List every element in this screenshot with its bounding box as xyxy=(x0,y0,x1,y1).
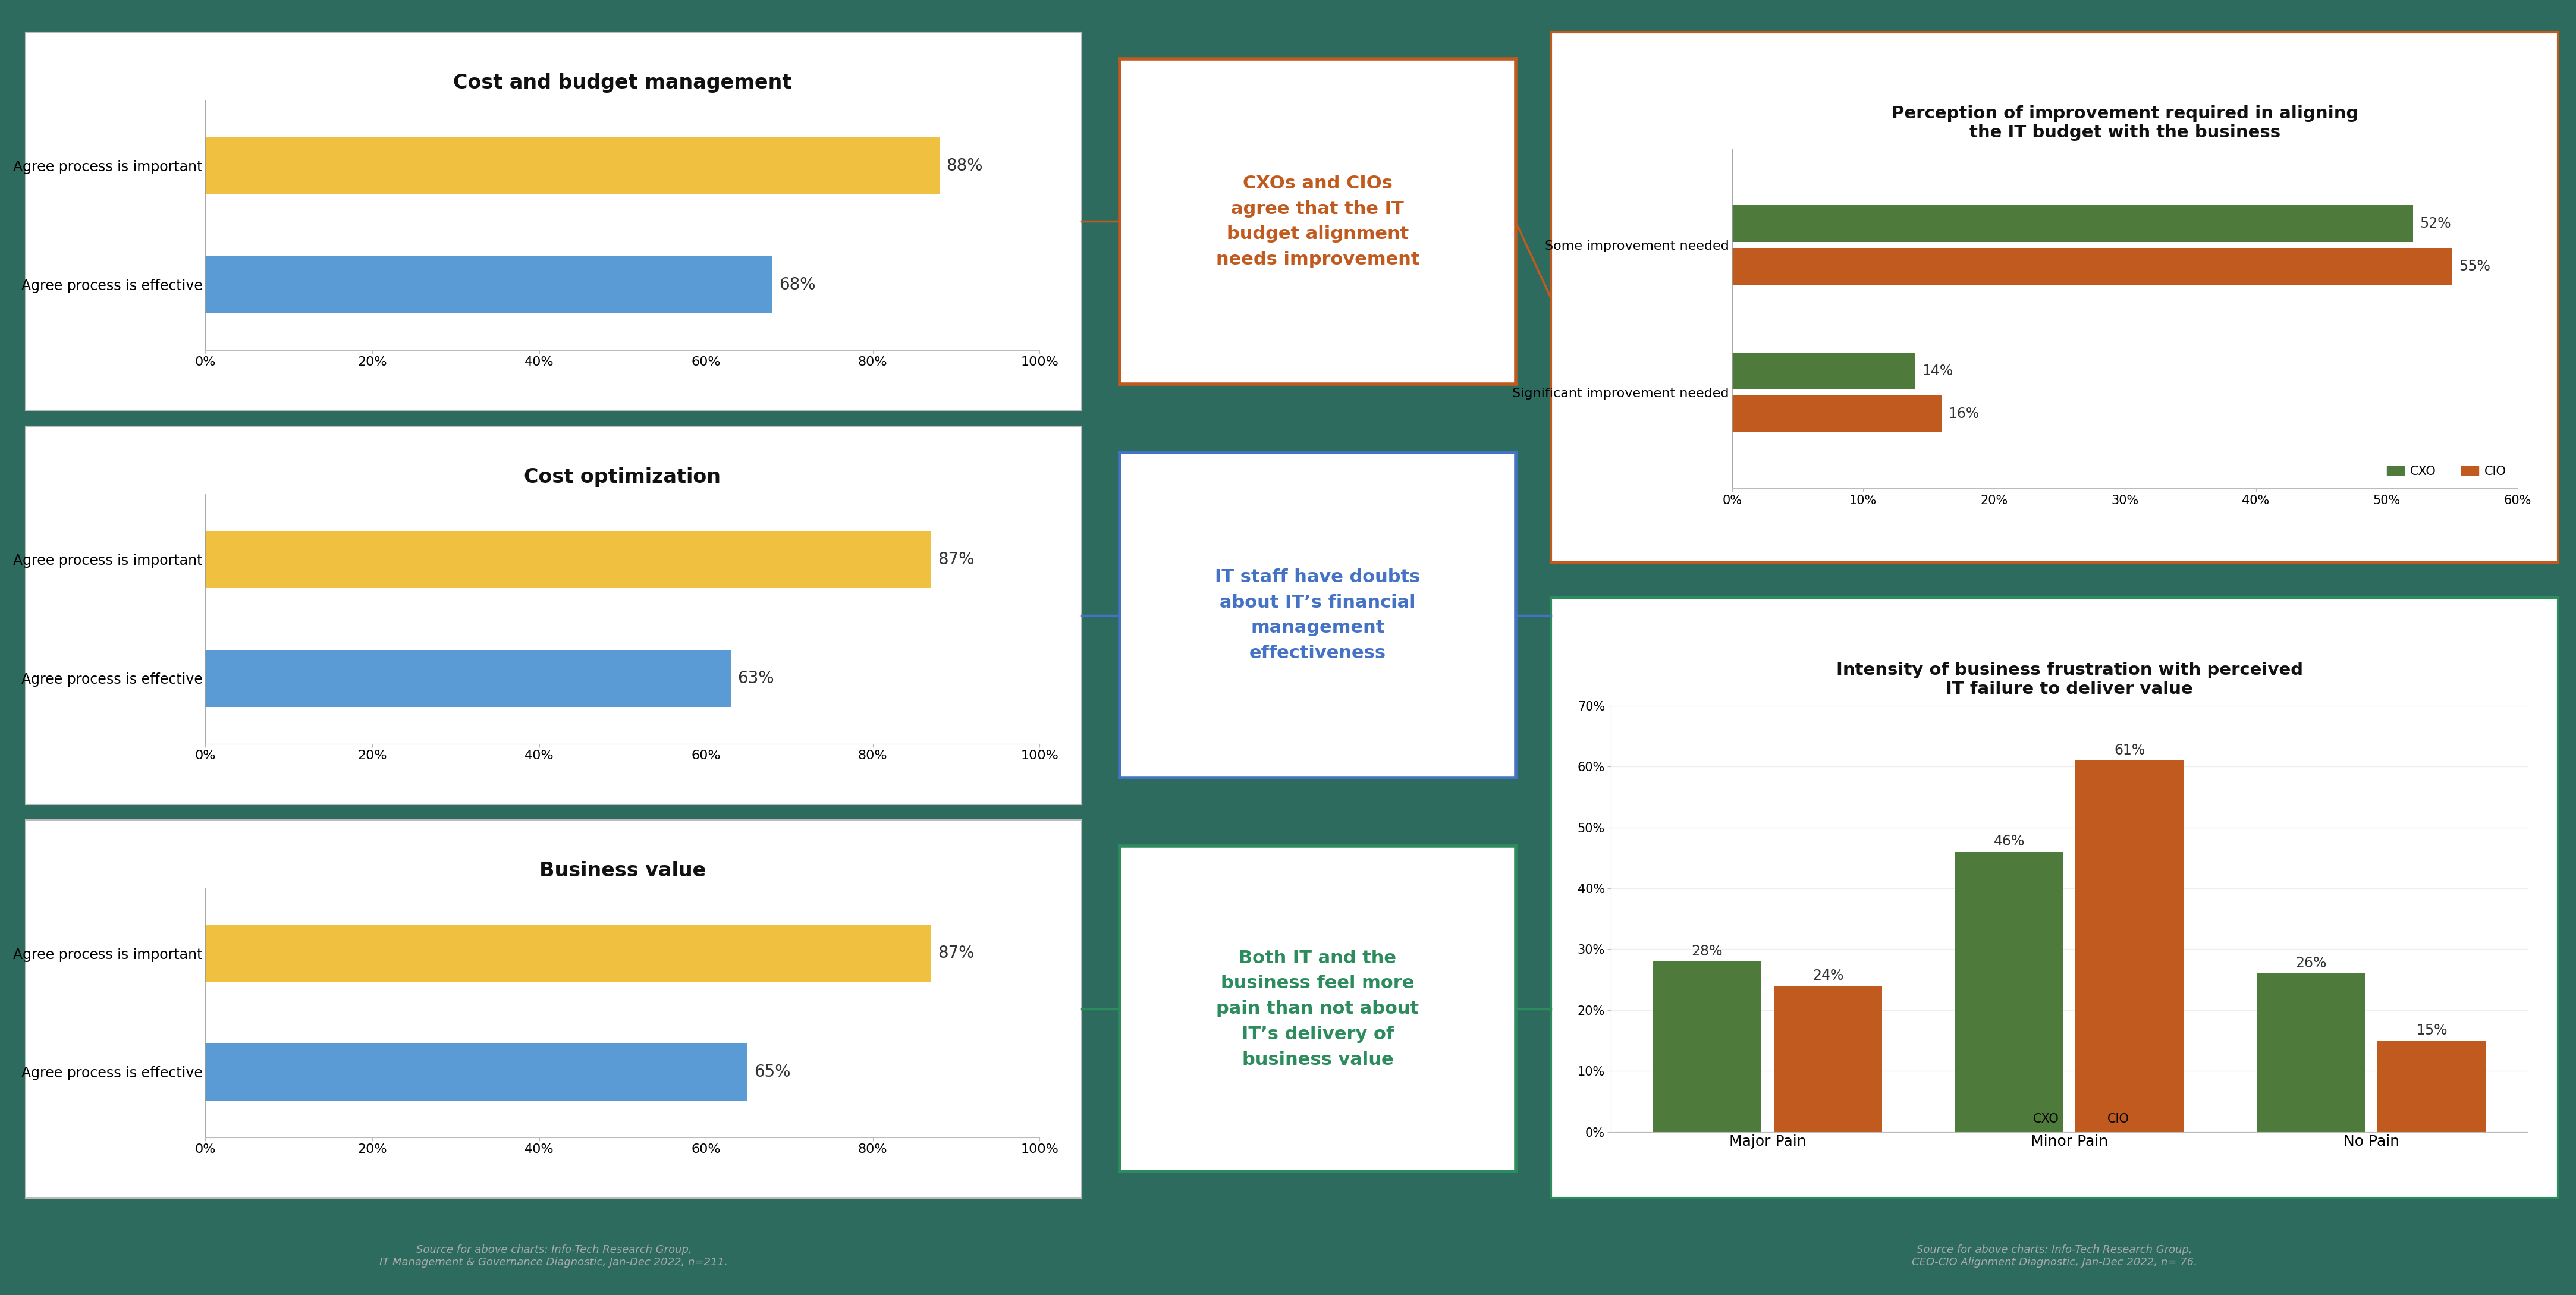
Bar xyxy=(1731,247,2452,285)
Legend: CXO, CIO: CXO, CIO xyxy=(2004,1109,2136,1131)
Text: 65%: 65% xyxy=(755,1063,791,1080)
Text: Both IT and the
business feel more
pain than not about
IT’s delivery of
business: Both IT and the business feel more pain … xyxy=(1216,949,1419,1068)
Bar xyxy=(2378,1040,2486,1132)
Text: 16%: 16% xyxy=(1947,407,1978,421)
Text: 87%: 87% xyxy=(938,552,974,567)
Text: IT staff have doubts
about IT’s financial
management
effectiveness: IT staff have doubts about IT’s financia… xyxy=(1216,569,1419,662)
Text: CXOs and CIOs
agree that the IT
budget alignment
needs improvement: CXOs and CIOs agree that the IT budget a… xyxy=(1216,175,1419,268)
Title: Cost optimization: Cost optimization xyxy=(523,467,721,487)
Bar xyxy=(1775,985,1883,1132)
Text: 26%: 26% xyxy=(2295,956,2326,970)
Title: Cost and budget management: Cost and budget management xyxy=(453,74,791,93)
Legend: CXO, CIO: CXO, CIO xyxy=(2383,461,2512,482)
Title: Intensity of business frustration with perceived
IT failure to deliver value: Intensity of business frustration with p… xyxy=(1837,662,2303,698)
Bar xyxy=(206,1044,747,1101)
Bar xyxy=(2076,760,2184,1132)
Text: 68%: 68% xyxy=(781,276,817,293)
Text: 28%: 28% xyxy=(1692,944,1723,958)
Text: 52%: 52% xyxy=(2419,216,2450,231)
Bar xyxy=(2257,974,2365,1132)
Text: 24%: 24% xyxy=(1814,969,1844,983)
Text: 87%: 87% xyxy=(938,945,974,961)
Bar xyxy=(206,256,773,313)
Title: Business value: Business value xyxy=(538,861,706,881)
Bar xyxy=(206,650,732,707)
Bar xyxy=(206,137,940,194)
Text: 46%: 46% xyxy=(1994,834,2025,848)
Bar xyxy=(1731,205,2414,242)
Text: Source for above charts: Info-Tech Research Group,
CEO-CIO Alignment Diagnostic,: Source for above charts: Info-Tech Resea… xyxy=(1911,1244,2197,1268)
Text: 61%: 61% xyxy=(2115,743,2146,758)
Text: 14%: 14% xyxy=(1922,364,1953,378)
Text: 63%: 63% xyxy=(737,670,775,686)
Bar xyxy=(206,925,930,982)
Bar xyxy=(1654,961,1762,1132)
Text: 15%: 15% xyxy=(2416,1023,2447,1037)
Title: Perception of improvement required in aligning
the IT budget with the business: Perception of improvement required in al… xyxy=(1891,105,2360,141)
Text: 55%: 55% xyxy=(2458,259,2491,273)
Bar xyxy=(1955,852,2063,1132)
Text: 88%: 88% xyxy=(945,158,984,174)
Bar xyxy=(206,531,930,588)
Bar xyxy=(1731,395,1942,433)
Text: Source for above charts: Info-Tech Research Group,
IT Management & Governance Di: Source for above charts: Info-Tech Resea… xyxy=(379,1244,729,1268)
Bar xyxy=(1731,352,1917,390)
